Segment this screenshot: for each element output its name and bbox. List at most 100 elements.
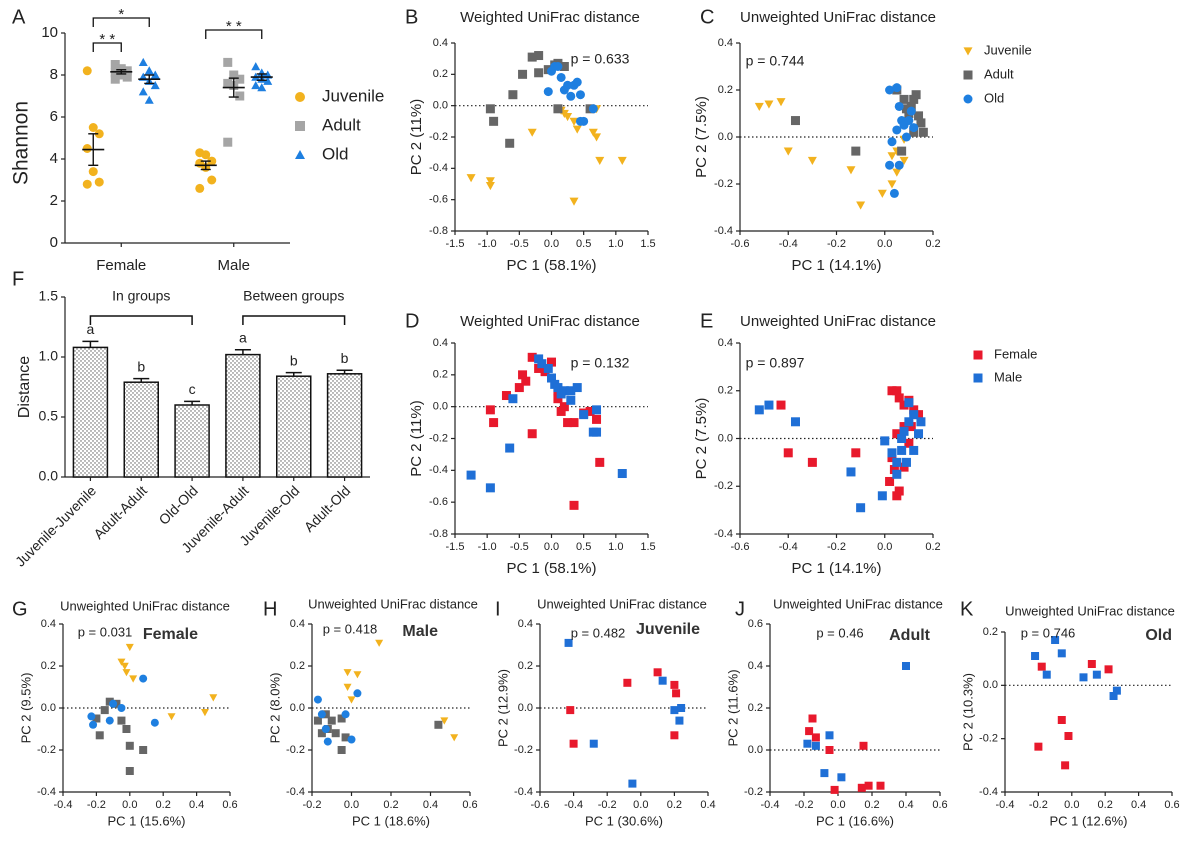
point <box>887 448 897 458</box>
point <box>892 125 902 135</box>
y-tick-label: 0.0 <box>41 702 56 714</box>
significance-letter: b <box>341 350 349 366</box>
point <box>885 160 895 170</box>
x-tick-label: 0.4 <box>1131 799 1146 811</box>
group-bracket <box>89 315 193 325</box>
p-value: p = 0.46 <box>816 625 863 640</box>
x-tick-label: -0.2 <box>795 799 814 811</box>
point <box>892 457 902 467</box>
bar <box>326 373 363 478</box>
x-tick-label: -0.4 <box>779 541 798 553</box>
point <box>566 386 576 396</box>
point <box>553 104 563 114</box>
point <box>122 725 131 733</box>
panel-letter: E <box>700 310 713 332</box>
point <box>914 111 924 121</box>
point <box>885 476 895 486</box>
point <box>466 174 476 183</box>
point <box>223 57 233 67</box>
point <box>89 720 98 729</box>
y-tick-label: 0.4 <box>290 618 305 630</box>
point <box>892 469 902 479</box>
y-tick-label: -0.2 <box>429 432 448 444</box>
point <box>353 689 362 698</box>
y-tick-label: 0.2 <box>41 660 56 672</box>
point <box>670 680 679 689</box>
point <box>117 716 126 725</box>
point <box>811 733 820 742</box>
chart-title: Unweighted UniFrac distance <box>1005 603 1175 618</box>
y-tick-label: 0.4 <box>41 618 56 630</box>
point <box>887 180 897 189</box>
point <box>807 457 817 467</box>
x-axis-label: PC 1 (14.1%) <box>791 560 881 577</box>
point <box>122 669 131 677</box>
x-tick-label: -0.2 <box>303 799 322 811</box>
point <box>579 410 589 420</box>
point <box>1109 692 1118 700</box>
point <box>1031 652 1040 660</box>
point <box>899 400 909 410</box>
point <box>82 179 92 189</box>
point <box>846 467 856 477</box>
y-axis-label: PC 2 (11%) <box>408 400 425 476</box>
point <box>897 146 907 156</box>
point <box>485 405 495 415</box>
subset-label: Juvenile <box>636 621 700 638</box>
point <box>485 104 495 114</box>
point <box>889 188 899 198</box>
subset-label: Female <box>143 626 198 643</box>
point <box>1112 686 1121 695</box>
p-value: p = 0.633 <box>571 51 630 67</box>
point <box>876 781 885 790</box>
x-tick-label: Adult-Old <box>301 482 354 535</box>
y-tick-label: 0.2 <box>983 626 998 638</box>
y-tick-label: -0.4 <box>714 528 733 540</box>
point <box>901 104 911 114</box>
significance-bracket <box>92 17 150 27</box>
point <box>887 386 897 396</box>
legend-marker <box>973 350 983 360</box>
y-tick-label: 1.5 <box>39 288 59 304</box>
point <box>209 694 218 702</box>
point <box>341 733 350 742</box>
point <box>754 405 764 415</box>
y-tick-label: -0.4 <box>37 786 56 798</box>
point <box>235 91 245 101</box>
y-tick-label: 0.0 <box>748 744 763 756</box>
point <box>887 453 897 463</box>
y-tick-label: 0.0 <box>718 432 733 444</box>
point <box>894 160 904 170</box>
point <box>670 706 679 715</box>
y-tick-label: 0.0 <box>718 131 733 143</box>
significance-letter: b <box>290 352 298 368</box>
point <box>846 166 856 175</box>
y-tick-label: -0.2 <box>714 480 733 492</box>
group-bracket <box>242 315 346 325</box>
point <box>501 391 511 401</box>
point <box>623 678 632 687</box>
chart-title: Unweighted UniFrac distance <box>308 596 478 611</box>
x-tick-label: -1.0 <box>478 541 497 553</box>
point <box>200 709 209 717</box>
point <box>100 706 109 715</box>
point <box>837 773 846 782</box>
point <box>776 98 786 107</box>
panel-letter: H <box>263 598 277 620</box>
point <box>909 410 919 420</box>
point <box>95 731 104 740</box>
point <box>617 469 627 479</box>
point <box>825 746 834 754</box>
x-tick-label: -0.6 <box>731 238 750 250</box>
y-tick-label: 0.0 <box>983 679 998 691</box>
point <box>563 113 573 122</box>
point <box>440 717 449 725</box>
point <box>897 434 907 443</box>
point <box>167 713 176 721</box>
point <box>129 675 138 683</box>
point <box>1057 716 1066 724</box>
x-tick-label: 0.0 <box>877 238 892 250</box>
y-tick-label: -0.8 <box>429 225 448 237</box>
point <box>150 70 160 79</box>
panel-letter: D <box>405 310 419 332</box>
